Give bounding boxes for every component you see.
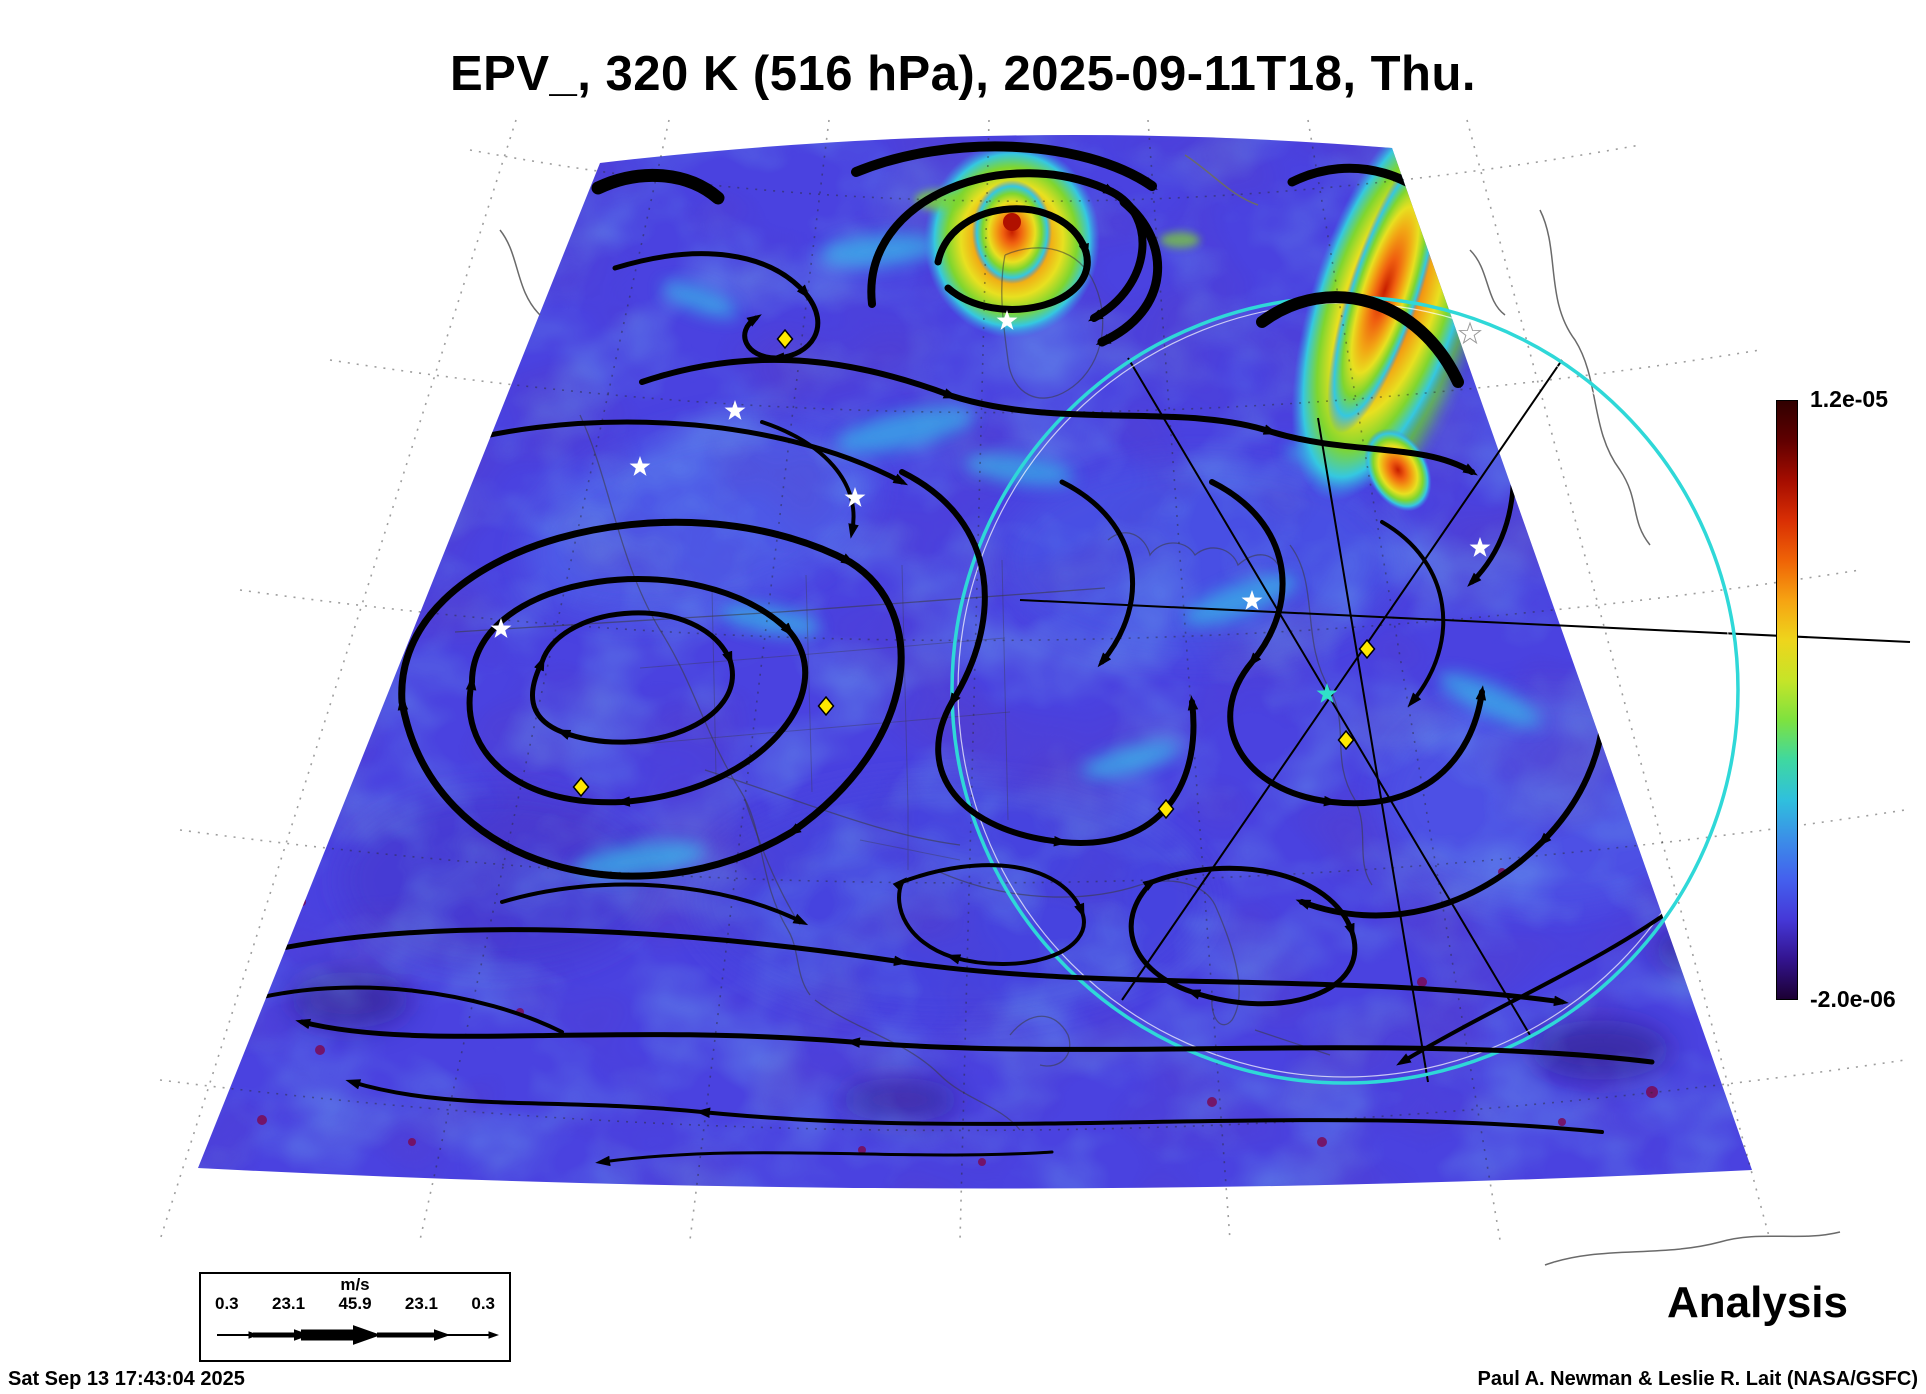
wind-legend-value: 45.9	[338, 1294, 372, 1313]
wind-speed-legend: m/s 0.3 23.1 45.9 23.1 0.3	[199, 1272, 511, 1362]
colorbar	[1776, 400, 1798, 1000]
creation-timestamp: Sat Sep 13 17:43:04 2025	[8, 1368, 245, 1390]
wind-legend-value: 23.1	[272, 1294, 306, 1313]
wind-legend-values: 0.3 23.1 45.9 23.1 0.3	[201, 1294, 509, 1313]
colorbar-max-label: 1.2e-05	[1810, 386, 1889, 412]
analysis-label: Analysis	[1667, 1278, 1848, 1327]
colorbar-min-label: -2.0e-06	[1810, 986, 1896, 1012]
wind-scale-arrow-icon	[217, 1325, 499, 1345]
track-line	[1019, 599, 1911, 643]
wind-legend-value: 0.3	[215, 1294, 239, 1313]
coastline-outside	[499, 154, 1841, 1266]
wind-legend-value: 0.3	[471, 1294, 495, 1313]
colorbar-gradient	[1777, 401, 1797, 999]
wind-legend-value: 23.1	[404, 1294, 438, 1313]
wind-legend-unit: m/s	[340, 1275, 370, 1294]
credit-line: Paul A. Newman & Leslie R. Lait (NASA/GS…	[1477, 1368, 1918, 1390]
figure-title: EPV_, 320 K (516 hPa), 2025-09-11T18, Th…	[449, 47, 1476, 101]
